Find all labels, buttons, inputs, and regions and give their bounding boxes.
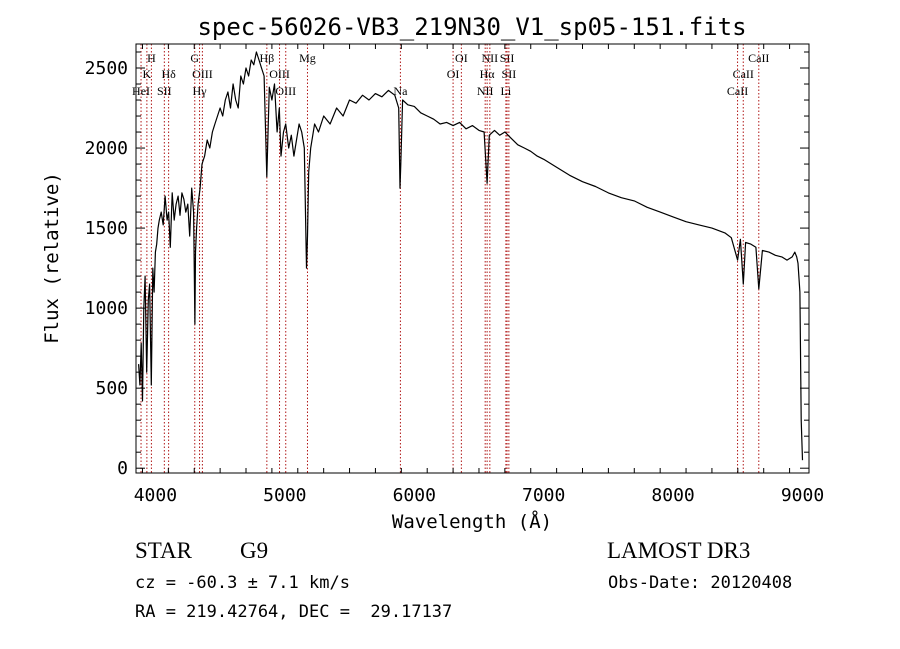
- line-label-16: Hα: [480, 67, 496, 81]
- line-label-19: SII: [502, 67, 517, 81]
- line-label-23: CaII: [727, 84, 748, 98]
- y-axis-label: Flux (relative): [41, 172, 63, 344]
- coordinates: RA = 219.42764, DEC = 29.17137: [135, 602, 453, 622]
- line-label-13: OI: [455, 51, 468, 65]
- survey-label: LAMOST DR3: [607, 538, 751, 563]
- line-label-22: CaII: [733, 67, 754, 81]
- redshift-velocity: cz = -60.3 ± 7.1 km/s: [135, 573, 350, 593]
- line-label-10: OIII: [275, 84, 296, 98]
- y-tick-label-5: 2500: [85, 58, 128, 79]
- y-tick-label-3: 1500: [85, 218, 128, 239]
- x-tick-label-2: 6000: [393, 485, 436, 506]
- y-tick-label-2: 1000: [85, 298, 128, 319]
- series-flux: [138, 51, 804, 461]
- line-label-11: Mg: [299, 51, 316, 65]
- line-label-4: Hδ: [161, 67, 176, 81]
- line-label-2: HeI: [132, 84, 150, 98]
- observation-date: Obs-Date: 20120408: [608, 573, 793, 593]
- line-label-21: CaII: [748, 51, 769, 65]
- line-label-20: Li: [501, 84, 512, 98]
- line-label-17: NII: [477, 84, 494, 98]
- line-label-7: Hγ: [193, 84, 208, 98]
- x-tick-label-1: 5000: [263, 485, 306, 506]
- line-label-8: Hβ: [259, 51, 274, 65]
- chart-title: spec-56026-VB3_219N30_V1_sp05-151.fits: [197, 13, 746, 41]
- line-label-6: OIII: [192, 67, 213, 81]
- axis-ticks: 4000 5000 6000 7000 8000 9000 0 500 1000 1500 2000…: [85, 44, 824, 506]
- class-label: STAR: [135, 538, 192, 563]
- y-tick-label-4: 2000: [85, 138, 128, 159]
- x-tick-label-0: 4000: [134, 485, 177, 506]
- line-label-1: H: [147, 51, 156, 65]
- plot-frame: [135, 43, 810, 474]
- y-tick-label-0: 0: [117, 458, 128, 479]
- line-label-0: K: [143, 67, 152, 81]
- line-label-9: OIII: [269, 67, 290, 81]
- line-label-12: Na: [393, 84, 408, 98]
- line-label-14: OI: [447, 67, 460, 81]
- x-tick-label-3: 7000: [522, 485, 565, 506]
- y-tick-label-1: 500: [95, 378, 128, 399]
- line-label-5: G: [190, 51, 199, 65]
- series-layer: [138, 51, 804, 461]
- line-label-15: NII: [482, 51, 499, 65]
- x-axis-label: Wavelength (Å): [392, 510, 552, 533]
- line-label-18: SII: [500, 51, 515, 65]
- spectral-lines-layer: KH HeI SII Hδ G OIII Hγ Hβ OIII OIII Mg Na OI OI NII Hα…: [132, 44, 769, 473]
- line-label-3: SII: [157, 84, 172, 98]
- x-tick-label-4: 8000: [651, 485, 694, 506]
- subclass-label: G9: [240, 538, 269, 563]
- x-tick-label-5: 9000: [781, 485, 824, 506]
